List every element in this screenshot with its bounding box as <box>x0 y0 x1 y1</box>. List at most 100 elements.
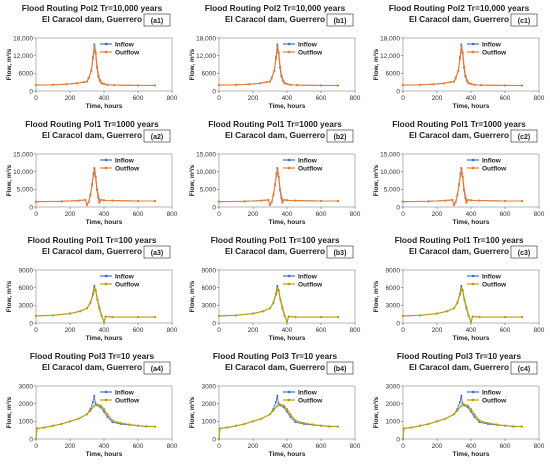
data-point <box>452 307 456 310</box>
data-point <box>401 314 405 318</box>
y-tick-label: 12,000 <box>196 53 216 60</box>
data-point <box>96 65 99 68</box>
data-point <box>267 198 270 202</box>
data-point <box>226 426 229 429</box>
data-point <box>454 77 457 80</box>
chart-panel: Flood Routing Pol3 Tr=10 years El Caracol… <box>367 348 550 464</box>
y-tick-label: 0 <box>29 320 33 327</box>
x-tick-label: 200 <box>65 211 76 218</box>
x-tick-label: 600 <box>133 95 144 102</box>
y-tick-label: 18,000 <box>196 35 216 42</box>
x-tick-label: 200 <box>65 443 76 450</box>
legend-marker <box>287 50 291 54</box>
x-tick-label: 0 <box>217 95 221 102</box>
chart-subtitle: El Caracol dam, Guerrero <box>42 14 142 24</box>
y-tick-label: 3000 <box>386 383 401 390</box>
x-tick-label: 600 <box>500 211 511 218</box>
data-point <box>34 437 38 441</box>
legend-label: Outflow <box>482 49 507 56</box>
series-line-outflow <box>35 403 156 440</box>
legend-marker <box>288 274 291 278</box>
x-axis-label: Time, hours <box>453 219 490 226</box>
data-point <box>51 424 55 427</box>
data-point <box>446 310 449 313</box>
data-point <box>102 199 106 202</box>
data-point <box>456 301 459 305</box>
data-point <box>136 199 140 203</box>
y-tick-label: 9000 <box>19 267 34 274</box>
data-point <box>444 199 447 202</box>
legend-label: Outflow <box>298 49 323 56</box>
legend-marker <box>287 166 291 170</box>
data-point <box>427 422 430 426</box>
data-point <box>466 404 469 407</box>
data-point <box>486 422 490 425</box>
data-point <box>449 81 452 84</box>
data-point <box>234 314 238 317</box>
y-tick-label: 18,000 <box>13 35 33 42</box>
data-point <box>503 199 507 203</box>
data-point <box>461 175 464 179</box>
chart-panel: Flood Routing Pol3 Tr=10 years El Caracol… <box>0 348 183 464</box>
chart-subtitle: El Caracol dam, Guerrero <box>225 246 325 256</box>
x-axis-label: Time, hours <box>269 451 306 458</box>
data-point <box>432 83 435 86</box>
data-point <box>460 45 463 48</box>
data-point <box>495 423 498 426</box>
x-axis-label: Time, hours <box>269 103 306 110</box>
data-point <box>92 401 94 403</box>
chart-subtitle: El Caracol dam, Guerrero <box>42 130 142 140</box>
panel-label-box <box>143 361 171 375</box>
panel-label: (b1) <box>334 18 347 25</box>
legend-marker <box>105 274 108 278</box>
data-point <box>98 201 101 204</box>
chart-panel: Flood Routing Pol1 Tr=1000 years El Carac… <box>367 116 550 232</box>
data-point <box>336 84 340 87</box>
data-point <box>469 82 473 86</box>
x-tick-label: 0 <box>401 443 405 450</box>
chart-subtitle: El Caracol dam, Guerrero <box>225 14 325 24</box>
x-tick-label: 600 <box>500 443 511 450</box>
data-point <box>91 183 94 187</box>
y-tick-label: 3000 <box>202 303 217 310</box>
x-tick-label: 400 <box>466 443 477 450</box>
legend-label: Inflow <box>115 273 135 280</box>
y-tick-label: 1000 <box>19 419 34 426</box>
series-outflow <box>401 168 524 207</box>
series-line-outflow <box>402 403 523 440</box>
data-point <box>512 425 515 428</box>
data-point <box>410 426 413 429</box>
data-point <box>106 83 109 86</box>
legend-marker <box>472 274 475 278</box>
legend-label: Inflow <box>298 389 318 396</box>
x-tick-label: 0 <box>34 443 38 450</box>
y-axis-label: Flow, m³/s <box>189 396 196 428</box>
data-point <box>91 293 95 296</box>
data-point <box>289 413 292 416</box>
data-point <box>456 408 459 410</box>
y-axis-label: Flow, m³/s <box>373 48 380 80</box>
panel-label-box <box>143 245 171 259</box>
y-tick-label: 0 <box>396 88 400 95</box>
x-tick-label: 0 <box>34 95 38 102</box>
data-point <box>97 196 100 199</box>
panel-label-box <box>143 13 171 27</box>
chart-title: Flood Routing Pol3 Tr=10 years <box>30 351 155 361</box>
legend-label: Inflow <box>482 41 502 48</box>
panel-label: (c3) <box>518 250 530 257</box>
chart-panel: Flood Routing Pol1 Tr=1000 years El Carac… <box>0 116 183 232</box>
series-outflow <box>217 287 340 324</box>
data-point <box>458 57 462 60</box>
data-point <box>93 43 96 46</box>
x-tick-label: 800 <box>534 327 545 334</box>
x-tick-label: 400 <box>282 327 293 334</box>
data-point <box>248 83 251 86</box>
series-line-outflow <box>402 169 522 207</box>
x-tick-label: 200 <box>65 95 76 102</box>
data-point <box>98 306 101 309</box>
y-tick-label: 0 <box>396 204 400 211</box>
data-point <box>401 84 405 87</box>
chart-panel: Flood Routing Pol2 Tr=10,000 years El Car… <box>0 0 183 116</box>
y-tick-label: 0 <box>29 204 33 211</box>
x-tick-label: 800 <box>534 211 545 218</box>
